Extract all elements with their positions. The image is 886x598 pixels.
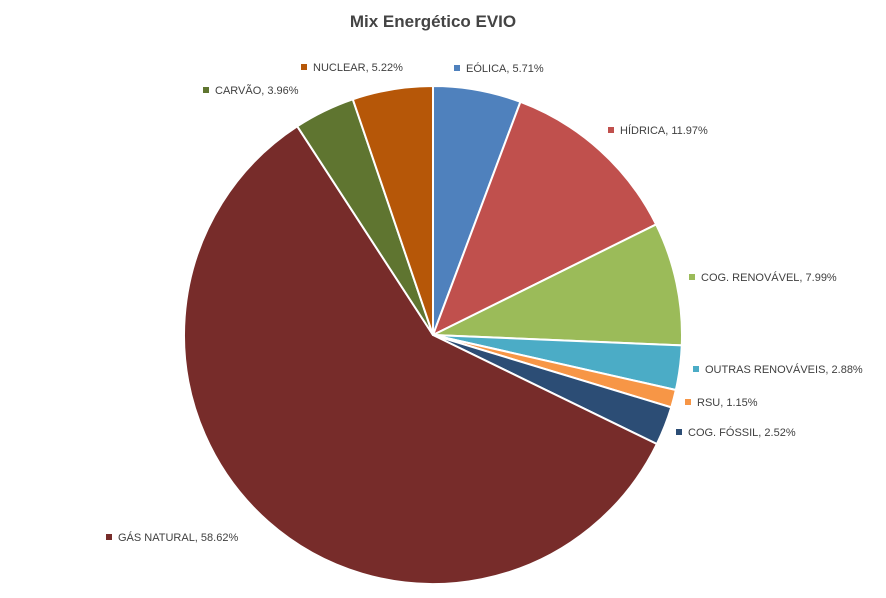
- data-label: COG. RENOVÁVEL, 7.99%: [689, 271, 837, 284]
- data-label: HÍDRICA, 11.97%: [608, 124, 708, 137]
- pie-slice-nuclear: [351, 85, 434, 336]
- data-label: RSU, 1.15%: [685, 397, 758, 409]
- legend-marker: [689, 274, 695, 280]
- data-label: EÓLICA, 5.71%: [454, 62, 544, 75]
- data-label-text: COG. RENOVÁVEL, 7.99%: [701, 271, 837, 284]
- data-label-text: GÁS NATURAL, 58.62%: [118, 531, 238, 544]
- pie-slice-cog-renovável: [432, 223, 683, 347]
- data-label: CARVÃO, 3.96%: [203, 84, 299, 97]
- data-label-text: EÓLICA, 5.71%: [466, 62, 544, 75]
- legend-marker: [693, 366, 699, 372]
- data-label-text: NUCLEAR, 5.22%: [313, 62, 403, 74]
- pie-slice-hídrica: [432, 100, 658, 336]
- data-label-text: HÍDRICA, 11.97%: [620, 124, 708, 137]
- data-label-text: OUTRAS RENOVÁVEIS, 2.88%: [705, 363, 863, 376]
- data-labels: EÓLICA, 5.71% HÍDRICA, 11.97% COG. RENOVÁV…: [106, 62, 863, 544]
- data-label: COG. FÓSSIL, 2.52%: [676, 426, 796, 439]
- data-label: GÁS NATURAL, 58.62%: [106, 531, 238, 544]
- chart-title: Mix Energético EVIO: [350, 12, 516, 31]
- pie-slices: [183, 85, 683, 585]
- legend-marker: [203, 87, 209, 93]
- legend-marker: [608, 127, 614, 133]
- data-label: NUCLEAR, 5.22%: [301, 62, 403, 74]
- legend-marker: [685, 399, 691, 405]
- legend-marker: [106, 534, 112, 540]
- legend-marker: [676, 429, 682, 435]
- data-label-text: COG. FÓSSIL, 2.52%: [688, 426, 796, 439]
- legend-marker: [454, 65, 460, 71]
- data-label: OUTRAS RENOVÁVEIS, 2.88%: [693, 363, 863, 376]
- pie-slice-gás-natural: [183, 125, 658, 585]
- data-label-text: RSU, 1.15%: [697, 397, 758, 409]
- legend-marker: [301, 64, 307, 70]
- data-label-text: CARVÃO, 3.96%: [215, 84, 299, 97]
